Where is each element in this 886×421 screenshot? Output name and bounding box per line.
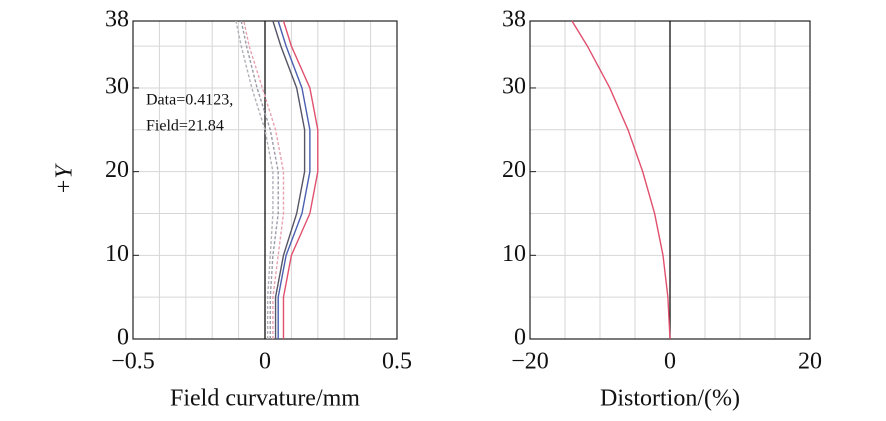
y-tick-label: 0: [117, 325, 129, 351]
curve: [243, 20, 285, 339]
y-tick-label: 20: [105, 157, 129, 183]
y-tick-label: 20: [502, 157, 526, 183]
curve: [240, 20, 279, 339]
y-tick-label: 38: [105, 7, 129, 33]
y-axis-label: +Y: [52, 163, 78, 195]
x-tick-label: −0.5: [111, 349, 155, 375]
y-tick-label: 30: [502, 73, 526, 99]
curve: [277, 20, 311, 339]
y-tick-label: 30: [105, 73, 129, 99]
y-tick-label: 10: [502, 241, 526, 267]
y-tick-label: 38: [502, 7, 526, 33]
x-tick-label: −20: [511, 349, 549, 375]
annotation: Data=0.4123,: [146, 92, 233, 109]
curve: [235, 20, 274, 339]
x-tick-label: 20: [798, 349, 822, 375]
annotation: Field=21.84: [146, 118, 224, 135]
y-tick-label: 0: [514, 325, 526, 351]
x-tick-label: 0: [259, 349, 271, 375]
y-tick-label: 10: [105, 241, 129, 267]
curve: [272, 20, 306, 339]
x-axis-label: Field curvature/mm: [170, 386, 360, 412]
x-tick-label: 0.5: [382, 349, 412, 375]
x-axis-label: Distortion/(%): [600, 386, 740, 412]
x-tick-label: 0: [664, 349, 676, 375]
curve: [282, 20, 319, 339]
curve: [571, 20, 671, 340]
